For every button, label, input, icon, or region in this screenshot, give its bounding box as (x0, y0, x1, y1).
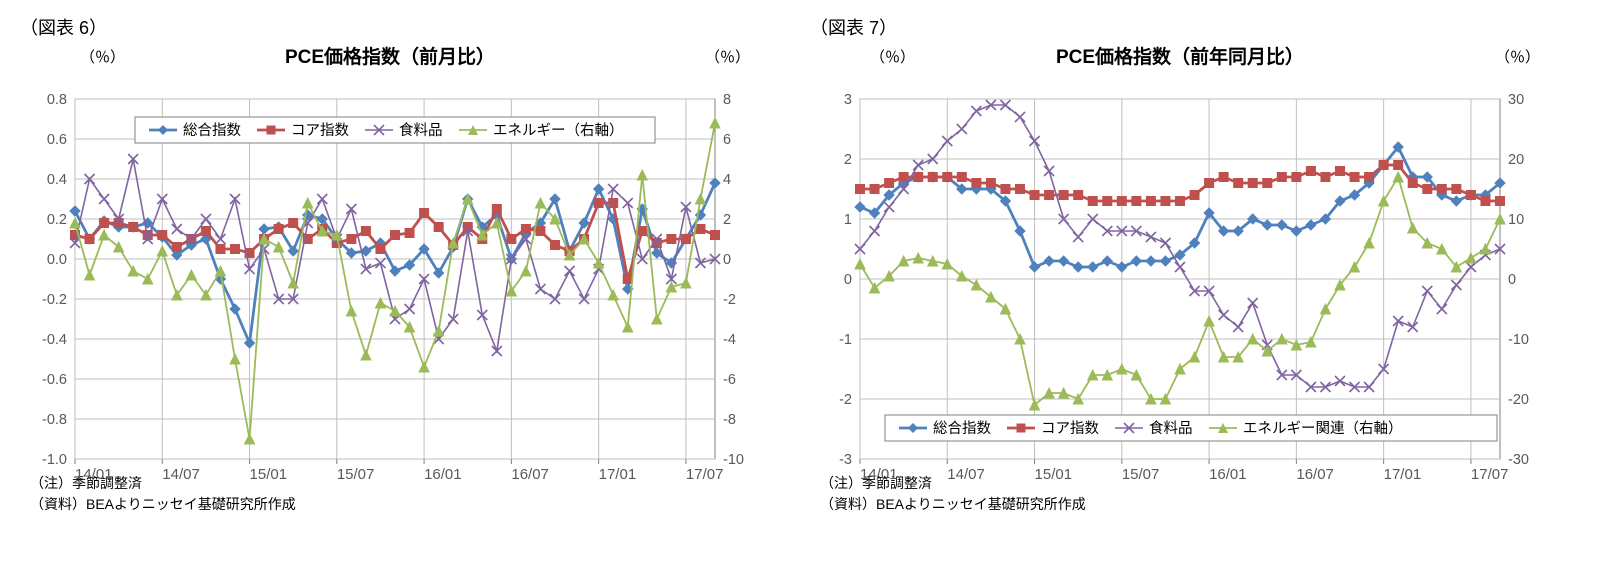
y-right-unit: （％） (1495, 46, 1540, 67)
svg-text:14/01: 14/01 (860, 466, 898, 483)
svg-text:-0.6: -0.6 (42, 372, 67, 388)
chart-svg: -3 -30 -2 -20 -1 -10 0 0 1 10 2 20 3 30 14/01 14/07 15/0… (800, 69, 1560, 499)
svg-text:1: 1 (844, 212, 852, 228)
svg-text:20: 20 (1508, 152, 1524, 168)
svg-text:0.0: 0.0 (47, 252, 67, 268)
svg-text:17/01: 17/01 (1384, 466, 1422, 483)
svg-text:-2: -2 (723, 292, 736, 308)
svg-text:0.2: 0.2 (47, 212, 67, 228)
svg-text:コア指数: コア指数 (1041, 420, 1099, 437)
svg-text:-3: -3 (839, 452, 852, 468)
svg-text:17/07: 17/07 (686, 466, 724, 483)
svg-text:エネルギー関連（右軸）: エネルギー関連（右軸） (1243, 420, 1403, 437)
svg-text:14/01: 14/01 (75, 466, 113, 483)
svg-text:0: 0 (844, 272, 852, 288)
svg-text:30: 30 (1508, 92, 1524, 108)
y-right-unit: （％） (705, 46, 750, 67)
svg-text:-1: -1 (839, 332, 852, 348)
figure-label: （図表 6） (20, 14, 770, 40)
y-left-unit: （％） (870, 46, 915, 67)
svg-text:15/01: 15/01 (250, 466, 288, 483)
svg-text:-0.4: -0.4 (42, 332, 67, 348)
svg-text:-4: -4 (723, 332, 736, 348)
svg-text:-1.0: -1.0 (42, 452, 67, 468)
chart-box: PCE価格指数（前月比） （％） （％） -1.0-10-0.8-8-0.6-6… (10, 42, 770, 472)
svg-text:16/07: 16/07 (1296, 466, 1334, 483)
svg-text:4: 4 (723, 172, 731, 188)
svg-text:2: 2 (844, 152, 852, 168)
svg-text:2: 2 (723, 212, 731, 228)
svg-text:-10: -10 (723, 452, 744, 468)
svg-text:0.8: 0.8 (47, 92, 67, 108)
svg-text:総合指数: 総合指数 (933, 420, 991, 437)
svg-text:-6: -6 (723, 372, 736, 388)
svg-text:16/07: 16/07 (511, 466, 549, 483)
chart-svg: -1.0 -10 -0.8 -8 -0.6 -6 -0.4 -4 -0.2 -2 0.0 0 0.2 2 0… (10, 69, 770, 499)
svg-text:-0.2: -0.2 (42, 292, 67, 308)
svg-text:16/01: 16/01 (424, 466, 462, 483)
chart-box: PCE価格指数（前年同月比） （％） （％） -3-30-2-20-1-1000… (800, 42, 1560, 472)
svg-text:10: 10 (1508, 212, 1524, 228)
svg-text:食料品: 食料品 (1149, 420, 1193, 437)
svg-text:総合指数: 総合指数 (183, 122, 241, 139)
svg-text:-0.8: -0.8 (42, 412, 67, 428)
svg-text:食料品: 食料品 (399, 122, 443, 139)
svg-text:エネルギー（右軸）: エネルギー（右軸） (493, 122, 624, 139)
chart-panel-7: （図表 7） PCE価格指数（前年同月比） （％） （％） -3-30-2-20… (800, 10, 1560, 514)
chart-panel-6: （図表 6） PCE価格指数（前月比） （％） （％） -1.0-10-0.8-… (10, 10, 770, 514)
svg-text:14/07: 14/07 (162, 466, 200, 483)
svg-text:15/07: 15/07 (1122, 466, 1160, 483)
svg-text:0.6: 0.6 (47, 132, 67, 148)
svg-text:15/07: 15/07 (337, 466, 375, 483)
svg-text:3: 3 (844, 92, 852, 108)
svg-text:17/01: 17/01 (599, 466, 637, 483)
svg-text:コア指数: コア指数 (291, 122, 349, 139)
svg-text:17/07: 17/07 (1471, 466, 1509, 483)
svg-text:-30: -30 (1508, 452, 1529, 468)
svg-text:-2: -2 (839, 392, 852, 408)
svg-text:14/07: 14/07 (947, 466, 985, 483)
svg-text:-20: -20 (1508, 392, 1529, 408)
svg-text:0.4: 0.4 (47, 172, 67, 188)
svg-text:8: 8 (723, 92, 731, 108)
svg-text:-8: -8 (723, 412, 736, 428)
svg-text:-10: -10 (1508, 332, 1529, 348)
y-left-unit: （％） (80, 46, 125, 67)
svg-text:0: 0 (723, 252, 731, 268)
svg-text:6: 6 (723, 132, 731, 148)
svg-text:15/01: 15/01 (1035, 466, 1073, 483)
svg-text:0: 0 (1508, 272, 1516, 288)
svg-text:16/01: 16/01 (1209, 466, 1247, 483)
figure-label: （図表 7） (810, 14, 1560, 40)
